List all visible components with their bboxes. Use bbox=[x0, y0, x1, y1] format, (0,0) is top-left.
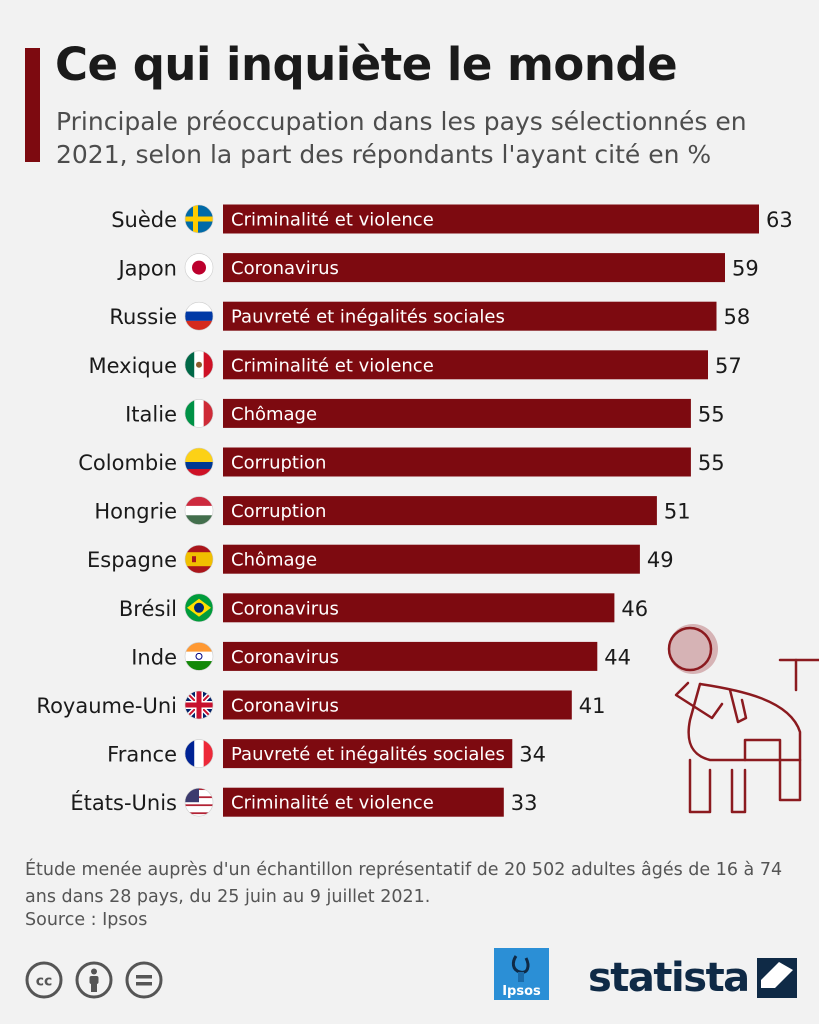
bar bbox=[223, 398, 691, 428]
india-flag-icon bbox=[184, 642, 214, 671]
country-label: France bbox=[107, 743, 177, 767]
bar-row: Espagne Chômage 49 bbox=[87, 544, 674, 574]
bar-concern-label: Coronavirus bbox=[231, 258, 339, 279]
value-label: 49 bbox=[647, 548, 674, 572]
bar-concern-label: Coronavirus bbox=[231, 598, 339, 619]
country-label: Mexique bbox=[89, 354, 178, 378]
source-note: Source : Ipsos bbox=[25, 910, 148, 930]
bar-concern-label: Corruption bbox=[231, 501, 326, 522]
ipsos-wordmark: Ipsos bbox=[502, 984, 541, 999]
bar-row: États-Unis Criminalité et violence 33 bbox=[70, 787, 538, 817]
brazil-flag-icon bbox=[184, 593, 214, 623]
cc-icon[interactable]: cc bbox=[24, 960, 64, 1000]
country-label: Espagne bbox=[87, 548, 177, 572]
bar-row: Italie Chômage 55 bbox=[125, 398, 725, 428]
value-label: 44 bbox=[604, 645, 631, 669]
bar-chart: Suède Criminalité et violence 63 Japon Coron… bbox=[36, 204, 819, 817]
bar bbox=[223, 641, 598, 671]
value-label: 63 bbox=[766, 208, 793, 232]
page-title: Ce qui inquiète le monde bbox=[55, 38, 678, 91]
statista-mark-icon bbox=[756, 958, 797, 998]
country-label: Inde bbox=[131, 645, 177, 669]
title-accent-bar bbox=[25, 48, 40, 162]
bar bbox=[223, 204, 759, 234]
bar-concern-label: Chômage bbox=[231, 550, 317, 571]
france-flag-icon bbox=[184, 739, 214, 768]
country-label: États-Unis bbox=[70, 790, 177, 815]
uk-flag-icon bbox=[184, 690, 214, 720]
country-label: Brésil bbox=[119, 597, 177, 621]
usa-flag-icon bbox=[184, 787, 214, 817]
page-subtitle: Principale préoccupation dans les pays s… bbox=[56, 107, 747, 169]
bar-concern-label: Coronavirus bbox=[231, 696, 339, 717]
country-label: Suède bbox=[111, 208, 177, 232]
country-label: Russie bbox=[109, 305, 177, 329]
country-label: Royaume-Uni bbox=[36, 694, 177, 718]
attribution-icon[interactable] bbox=[74, 960, 114, 1000]
bar bbox=[223, 350, 708, 380]
sweden-flag-icon bbox=[184, 204, 214, 234]
italy-flag-icon bbox=[184, 399, 214, 428]
value-label: 33 bbox=[511, 791, 538, 815]
bar bbox=[223, 787, 504, 817]
country-label: Hongrie bbox=[94, 500, 177, 524]
country-label: Japon bbox=[116, 257, 177, 281]
bar bbox=[223, 447, 691, 477]
bar-row: Mexique Criminalité et violence 57 bbox=[89, 350, 742, 380]
bar-row: Japon Coronavirus 59 bbox=[116, 253, 759, 283]
no-derivatives-icon[interactable] bbox=[124, 960, 164, 1000]
bar bbox=[223, 301, 717, 331]
bar-concern-label: Pauvreté et inégalités sociales bbox=[231, 744, 505, 765]
bar bbox=[223, 690, 572, 720]
russia-flag-icon bbox=[184, 301, 214, 331]
value-label: 55 bbox=[698, 402, 725, 426]
statista-wordmark: statista bbox=[588, 955, 750, 1001]
bar-row: Inde Coronavirus 44 bbox=[131, 641, 631, 671]
bar-concern-label: Criminalité et violence bbox=[231, 355, 434, 376]
country-label: Italie bbox=[125, 402, 177, 426]
footnote: Étude menée auprès d'un échantillon repr… bbox=[25, 860, 783, 907]
bar-concern-label: Corruption bbox=[231, 453, 326, 474]
value-label: 55 bbox=[698, 451, 725, 475]
bar bbox=[223, 593, 615, 623]
ipsos-logo: Ipsos bbox=[494, 948, 549, 1000]
bar-row: Brésil Coronavirus 46 bbox=[119, 593, 648, 623]
mexico-flag-icon bbox=[184, 350, 214, 380]
bar bbox=[223, 739, 513, 769]
bar-concern-label: Pauvreté et inégalités sociales bbox=[231, 307, 505, 328]
japan-flag-icon bbox=[184, 253, 214, 282]
license-icons: cc bbox=[24, 960, 164, 1000]
value-label: 51 bbox=[664, 500, 691, 524]
hungary-flag-icon bbox=[184, 496, 214, 525]
value-label: 34 bbox=[519, 743, 546, 767]
worried-person-illustration bbox=[667, 624, 819, 814]
svg-text:cc: cc bbox=[36, 974, 53, 990]
bar-row: Hongrie Corruption 51 bbox=[94, 496, 691, 526]
bar bbox=[223, 496, 657, 526]
bar-row: Royaume-Uni Coronavirus 41 bbox=[36, 690, 606, 720]
colombia-flag-icon bbox=[184, 447, 214, 477]
value-label: 59 bbox=[732, 257, 759, 281]
bar-concern-label: Coronavirus bbox=[231, 647, 339, 668]
bar-row: France Pauvreté et inégalités sociales 34 bbox=[107, 739, 546, 769]
bar-row: Colombie Corruption 55 bbox=[78, 447, 725, 477]
value-label: 58 bbox=[724, 305, 751, 329]
bar bbox=[223, 253, 725, 283]
spain-flag-icon bbox=[184, 544, 214, 574]
bar-row: Russie Pauvreté et inégalités sociales 58 bbox=[109, 301, 751, 331]
bar-concern-label: Chômage bbox=[231, 404, 317, 425]
value-label: 57 bbox=[715, 354, 742, 378]
bar-concern-label: Criminalité et violence bbox=[231, 793, 434, 814]
bar-row: Suède Criminalité et violence 63 bbox=[111, 204, 793, 234]
country-label: Colombie bbox=[78, 451, 177, 475]
statista-logo: statista bbox=[588, 952, 798, 1004]
bar bbox=[223, 544, 640, 574]
value-label: 46 bbox=[621, 597, 648, 621]
bar-concern-label: Criminalité et violence bbox=[231, 210, 434, 231]
value-label: 41 bbox=[579, 694, 606, 718]
